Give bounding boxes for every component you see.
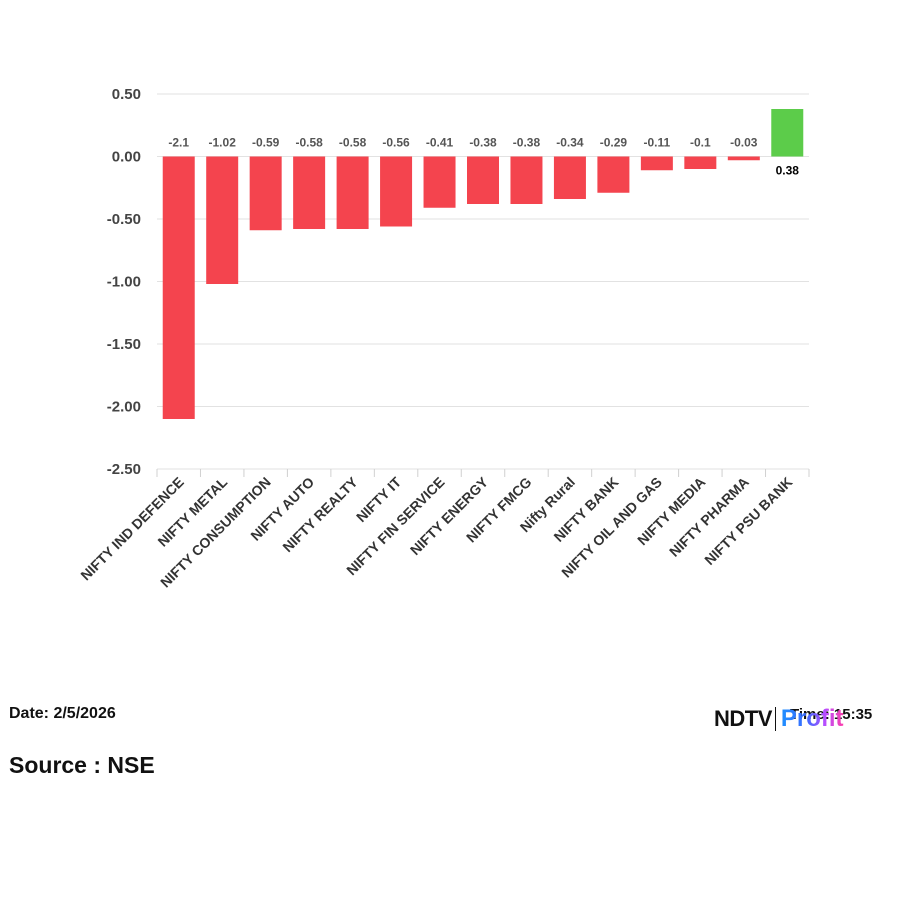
bar	[162, 156, 195, 419]
bar	[597, 156, 630, 193]
bar	[336, 156, 369, 229]
chart-bars	[162, 109, 804, 419]
bar	[380, 156, 413, 227]
value-label: -0.58	[295, 136, 323, 150]
value-labels: -2.1 -1.02 -0.59 -0.58 -0.58 -0.56 -0.41 -0.38 -…	[168, 136, 799, 178]
bar	[467, 156, 499, 204]
value-label: -0.29	[600, 136, 628, 150]
ndtv-profit-logo: NDTV Profit	[714, 702, 844, 736]
bar	[727, 156, 760, 161]
y-tick-label: -2.50	[107, 461, 141, 478]
value-label: -0.56	[382, 136, 410, 150]
y-tick-label: -0.50	[107, 211, 141, 228]
bar	[510, 156, 543, 204]
value-label: -0.59	[252, 136, 280, 150]
date-label: Date: 2/5/2026	[9, 705, 116, 722]
logo-ndtv-text: NDTV	[714, 706, 772, 731]
y-tick-label: 0.00	[112, 149, 141, 166]
category-label: NIFTY REALTY	[279, 473, 361, 555]
value-label: -0.41	[426, 136, 454, 150]
value-label: -0.03	[730, 136, 758, 150]
value-label: -1.02	[209, 136, 237, 150]
bar	[771, 109, 804, 157]
sector-bar-chart: 0.50 0.00 -0.50 -1.00 -1.50 -2.00 -2.50 -2.1 -1…	[77, 86, 810, 591]
value-label: 0.38	[776, 164, 800, 178]
value-label: -0.38	[513, 136, 541, 150]
source-label: Source : NSE	[9, 752, 155, 778]
bar	[423, 156, 456, 208]
bar	[249, 156, 282, 231]
logo-divider	[774, 707, 776, 731]
value-label: -0.58	[339, 136, 367, 150]
value-label: -0.38	[469, 136, 497, 150]
time-label: Time: 15:35	[790, 706, 873, 723]
category-label: NIFTY ENERGY	[407, 473, 492, 558]
bar	[640, 156, 673, 171]
y-tick-label: -1.00	[107, 274, 141, 291]
bar	[206, 156, 239, 284]
bar	[293, 156, 326, 229]
value-label: -0.34	[556, 136, 584, 150]
y-tick-label: -2.00	[107, 399, 141, 416]
y-tick-label: 0.50	[112, 86, 141, 103]
value-label: -0.1	[690, 136, 711, 150]
value-label: -0.11	[644, 136, 671, 150]
category-label: NIFTY PHARMA	[666, 474, 752, 560]
y-axis-ticks: 0.50 0.00 -0.50 -1.00 -1.50 -2.00 -2.50	[107, 86, 141, 478]
logo-profit-text: Profit	[780, 705, 844, 732]
bar	[684, 156, 717, 169]
value-label: -2.1	[168, 136, 189, 150]
y-tick-label: -1.50	[107, 336, 141, 353]
chart-grid	[156, 93, 810, 477]
bar	[553, 156, 586, 199]
